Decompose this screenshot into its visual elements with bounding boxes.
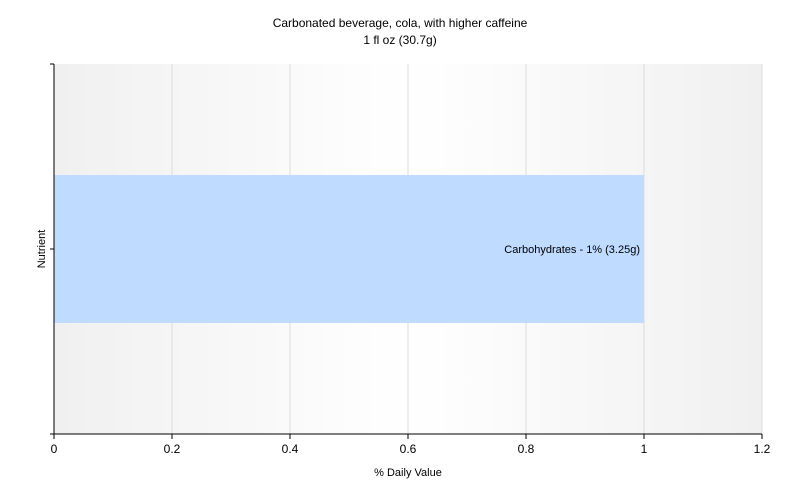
chart-subtitle: 1 fl oz (30.7g) (363, 33, 436, 47)
axes: 0 0.2 0.4 0.6 0.8 1 1.2 (50, 63, 771, 456)
chart-title: Carbonated beverage, cola, with higher c… (273, 16, 528, 30)
bars: Carbohydrates - 1% (3.25g) (54, 175, 644, 323)
x-tick-label: 0.8 (518, 442, 535, 456)
x-tick-label: 1.2 (754, 442, 771, 456)
x-tick-label: 0.6 (400, 442, 417, 456)
x-tick-label: 1 (641, 442, 648, 456)
bar (54, 175, 644, 323)
x-tick-label: 0 (51, 442, 58, 456)
x-tick-label: 0.4 (282, 442, 299, 456)
bar-data-label: Carbohydrates - 1% (3.25g) (504, 244, 640, 256)
y-axis-title: Nutrient (36, 230, 48, 269)
x-axis-title: % Daily Value (374, 467, 442, 479)
x-tick-label: 0.2 (164, 442, 181, 456)
